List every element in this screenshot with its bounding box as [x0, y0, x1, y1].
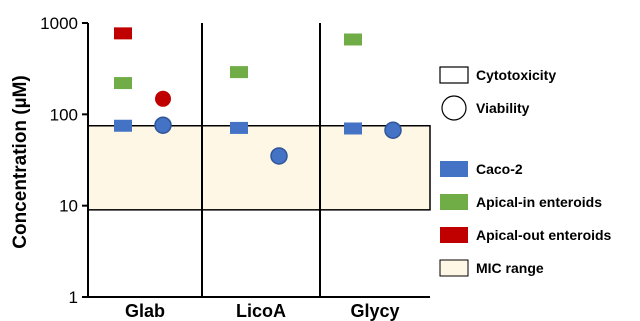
point-apical-out-enteroids-glab-cytotoxicity [114, 27, 132, 40]
x-category-label-glab: Glab [125, 301, 165, 321]
y-tick-label-1000: 1000 [40, 14, 78, 33]
y-axis-label: Concentration (µM) [10, 75, 31, 249]
legend-cytotoxicity-label: Cytotoxicity [476, 67, 556, 83]
legend-apical-out-enteroids-swatch [440, 227, 468, 243]
legend-viability-label: Viability [476, 100, 530, 116]
legend-caco-2-label: Caco-2 [476, 161, 523, 177]
point-caco-2-licoa-viability [270, 147, 288, 165]
y-tick-label-100: 100 [50, 105, 78, 124]
point-apical-in-enteroids-glycy-cytotoxicity [344, 33, 362, 46]
legend-cytotoxicity-swatch [439, 66, 469, 84]
point-caco-2-licoa-cytotoxicity [230, 121, 248, 134]
legend-mic-range-label: MIC range [476, 260, 544, 276]
y-tick-label-1: 1 [69, 288, 78, 307]
legend-viability-swatch [441, 95, 467, 121]
x-category-label-glycy: Glycy [350, 301, 399, 321]
legend-apical-out-enteroids-label: Apical-out enteroids [476, 227, 612, 243]
point-apical-in-enteroids-glab-cytotoxicity [114, 77, 132, 90]
point-caco-2-glycy-cytotoxicity [344, 122, 362, 135]
mic-range-band [87, 124, 431, 211]
legend-mic-range-swatch [439, 259, 469, 277]
point-caco-2-glab-cytotoxicity [114, 119, 132, 132]
point-caco-2-glab-viability [154, 116, 172, 134]
y-tick-label-10: 10 [59, 197, 78, 216]
point-caco-2-glycy-viability [384, 121, 402, 139]
legend-apical-in-enteroids-label: Apical-in enteroids [476, 194, 602, 210]
legend-caco-2-swatch [440, 161, 468, 177]
legend-apical-in-enteroids-swatch [440, 194, 468, 210]
point-apical-out-enteroids-glab-viability [155, 90, 171, 107]
point-apical-in-enteroids-licoa-cytotoxicity [230, 66, 248, 79]
x-category-label-licoa: LicoA [236, 301, 286, 321]
